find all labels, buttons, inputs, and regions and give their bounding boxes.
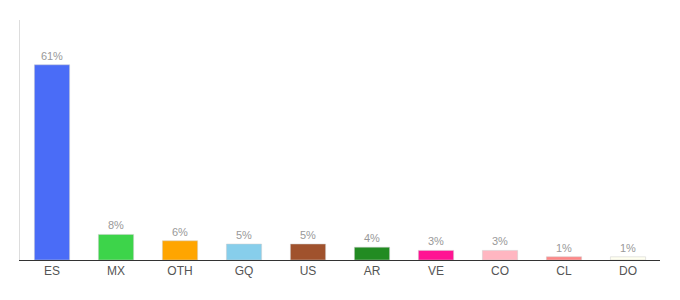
svg-text:AR: AR [364,264,381,278]
svg-text:1%: 1% [556,242,572,254]
svg-text:DO: DO [619,264,637,278]
svg-text:61%: 61% [41,50,63,62]
svg-text:CO: CO [491,264,509,278]
svg-text:3%: 3% [492,235,508,247]
svg-text:5%: 5% [236,229,252,241]
svg-text:GQ: GQ [235,264,254,278]
svg-text:1%: 1% [620,242,636,254]
svg-text:6%: 6% [172,226,188,238]
svg-text:4%: 4% [364,232,380,244]
svg-text:3%: 3% [428,235,444,247]
svg-text:US: US [300,264,317,278]
svg-text:ES: ES [44,264,60,278]
svg-text:OTH: OTH [167,264,192,278]
svg-text:8%: 8% [108,219,124,231]
svg-text:VE: VE [428,264,444,278]
svg-text:CL: CL [556,264,572,278]
svg-text:5%: 5% [300,229,316,241]
svg-text:MX: MX [107,264,125,278]
